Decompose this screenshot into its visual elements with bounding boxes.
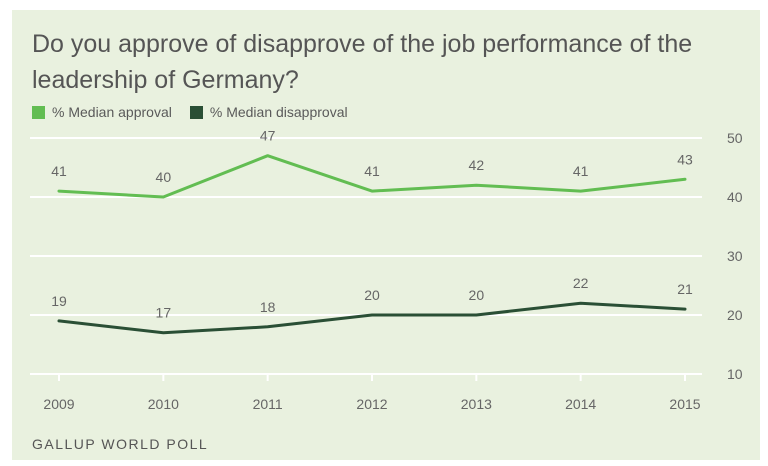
x-tick-label-2015: 2015 [669,396,700,412]
legend: % Median approval % Median disapproval [32,104,366,120]
data-label-disapproval-2009: 19 [51,293,67,309]
y-tick-label-30: 30 [727,248,743,264]
x-tick-label-2012: 2012 [356,396,387,412]
data-label-disapproval-2015: 21 [677,281,693,297]
y-tick-label-40: 40 [727,189,743,205]
legend-swatch-approval [32,105,45,119]
data-label-approval-2014: 41 [573,163,589,179]
legend-item-approval: % Median approval [32,104,172,120]
data-label-approval-2011: 47 [260,128,276,144]
data-label-disapproval-2014: 22 [573,275,589,291]
x-tick-label-2010: 2010 [148,396,179,412]
legend-label-approval: % Median approval [52,104,172,120]
data-label-approval-2012: 41 [364,163,380,179]
data-label-disapproval-2010: 17 [156,305,172,321]
x-tick-label-2014: 2014 [565,396,596,412]
y-tick-label-10: 10 [727,366,743,382]
y-tick-label-20: 20 [727,307,743,323]
series-line-disapproval [57,301,687,335]
x-tick-label-2011: 2011 [253,396,283,412]
data-label-approval-2015: 43 [677,151,693,167]
data-label-approval-2010: 40 [156,169,172,185]
data-label-approval-2013: 42 [469,157,485,173]
x-tick-label-2013: 2013 [461,396,492,412]
data-label-disapproval-2013: 20 [469,287,485,303]
legend-item-disapproval: % Median disapproval [189,104,348,120]
data-label-disapproval-2012: 20 [364,287,380,303]
chart-card: Do you approve of disapprove of the job … [12,10,760,460]
legend-swatch-disapproval [189,105,203,119]
y-tick-label-50: 50 [727,130,743,146]
chart-title: Do you approve of disapprove of the job … [32,30,693,94]
source-label: GALLUP WORLD POLL [32,436,209,452]
legend-label-disapproval: % Median disapproval [209,104,348,120]
x-tick-label-2009: 2009 [43,396,74,412]
data-label-disapproval-2011: 18 [260,299,276,315]
data-label-approval-2009: 41 [51,163,67,179]
